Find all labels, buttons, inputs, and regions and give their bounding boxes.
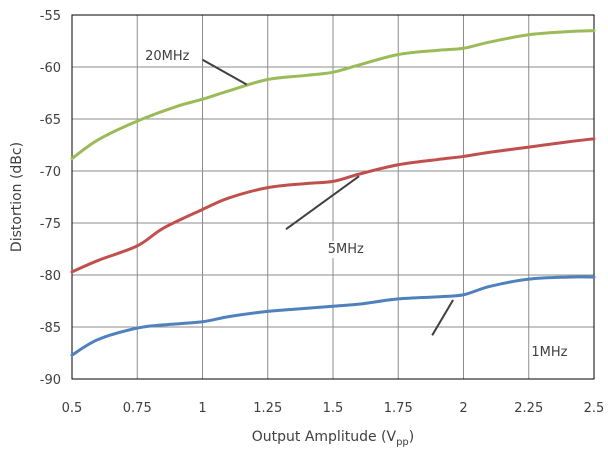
x-tick-label: 2.25	[514, 401, 543, 416]
y-tick-label: -80	[40, 269, 61, 284]
x-axis-title: Output Amplitude (Vpp)	[252, 429, 415, 448]
x-axis-title-subscript: pp	[396, 437, 409, 448]
x-tick-label: 1	[198, 401, 206, 416]
annotation-label-1mhz: 1MHz	[531, 345, 567, 360]
grid-lines	[72, 15, 594, 379]
x-tick-labels: 0.5 0.75 1 1.25 1.5 1.75 2 2.25 2.5	[62, 401, 605, 416]
y-tick-label: -75	[40, 217, 61, 232]
x-tick-label: 2	[459, 401, 467, 416]
x-axis-title-suffix: )	[409, 429, 414, 445]
x-tick-label: 0.75	[123, 401, 152, 416]
x-tick-label: 0.5	[62, 401, 83, 416]
y-tick-label: -85	[40, 321, 61, 336]
y-tick-label: -65	[40, 113, 61, 128]
annotation-label-5mhz: 5MHz	[328, 242, 364, 257]
y-tick-label: -90	[40, 373, 61, 388]
x-tick-label: 1.25	[253, 401, 282, 416]
annotation-leader-20mhz	[203, 60, 247, 85]
y-axis-title: Distortion (dBc)	[9, 142, 25, 252]
y-tick-labels: -90 -85 -80 -75 -70 -65 -60 -55	[40, 9, 61, 388]
annotation-label-20mhz: 20MHz	[145, 49, 190, 64]
annotation-leader-1mhz	[432, 300, 453, 335]
y-tick-label: -60	[40, 61, 61, 76]
y-tick-label: -55	[40, 9, 61, 24]
series-annotations: 20MHz 5MHz 1MHz	[143, 48, 570, 361]
y-tick-label: -70	[40, 165, 61, 180]
x-tick-label: 2.5	[584, 401, 605, 416]
x-tick-label: 1.75	[384, 401, 413, 416]
x-axis-title-main: Output Amplitude (V	[252, 429, 397, 445]
x-tick-label: 1.5	[323, 401, 344, 416]
